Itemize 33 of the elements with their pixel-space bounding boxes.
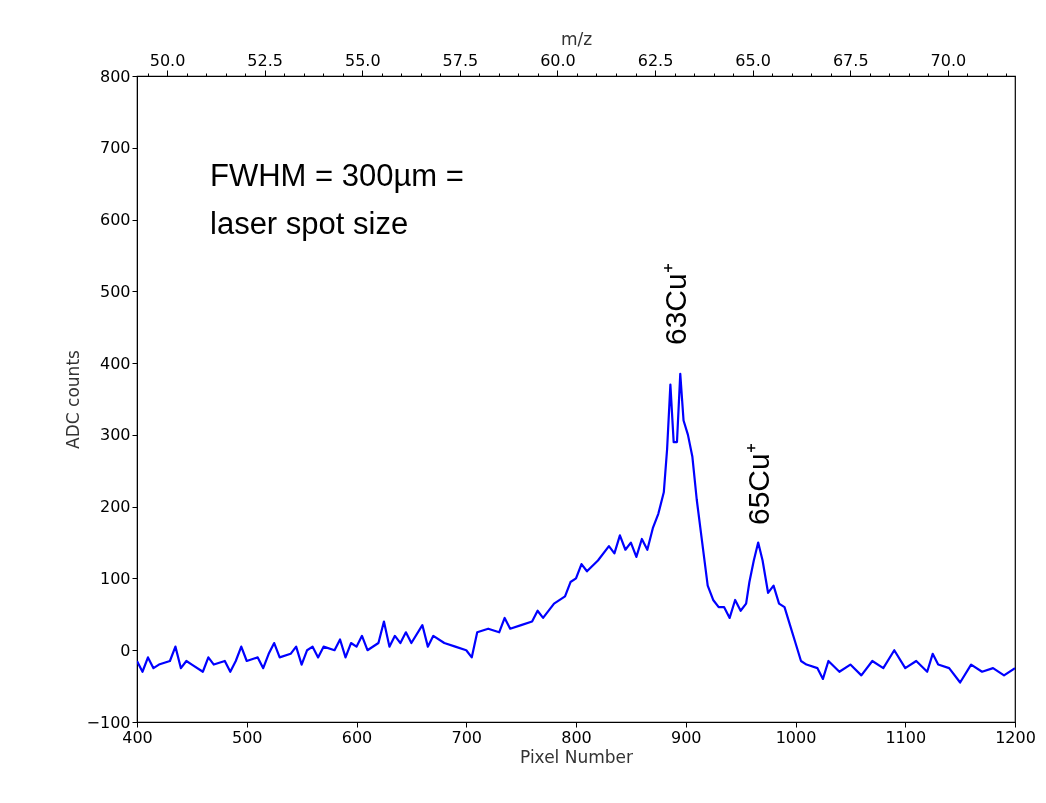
line-series — [137, 372, 1015, 684]
x2-tick-label: 60.0 — [540, 50, 576, 70]
y-tick-label: 0 — [120, 640, 131, 660]
annotation: 63Cu⁺ — [659, 263, 692, 345]
y-tick-label: 100 — [99, 568, 131, 588]
y-tick-label: 600 — [99, 210, 131, 230]
x-tick-label: 1000 — [775, 727, 817, 747]
x2-tick-label: 65.0 — [735, 50, 771, 70]
x-axis-title: Pixel Number — [519, 746, 634, 767]
x-tick-label: 800 — [561, 727, 592, 747]
y-tick-label: 800 — [99, 66, 131, 86]
x2-tick-label: 52.5 — [247, 50, 283, 70]
x2-tick-label: 62.5 — [637, 50, 674, 70]
x-tick-label: 500 — [231, 727, 263, 747]
x2-tick-label: 67.5 — [832, 50, 869, 70]
x2-tick-label: 57.5 — [442, 50, 479, 70]
annotation: FWHM = 300µm = laser spot size — [210, 158, 464, 241]
y-tick-label: 400 — [99, 353, 131, 373]
x2-tick-label: 70.0 — [930, 50, 967, 70]
y-tick-label: 500 — [99, 281, 131, 301]
x-tick-label: 900 — [670, 727, 702, 747]
x-tick-label: 1200 — [995, 727, 1036, 747]
x2-axis-title: m/z — [560, 28, 593, 49]
x-tick-label: 600 — [341, 727, 373, 747]
annotation: 65Cu⁺ — [742, 443, 775, 525]
x2-tick-label: 55.0 — [344, 50, 381, 70]
y-tick-label: 300 — [99, 425, 131, 445]
y-tick-label: 700 — [99, 138, 131, 158]
x-tick-label: 1100 — [885, 727, 927, 747]
x2-tick-label: 50.0 — [149, 50, 186, 70]
y-axis-title: ADC counts — [62, 349, 83, 449]
x-tick-label: 700 — [451, 727, 483, 747]
y-tick-label: 200 — [99, 497, 131, 517]
